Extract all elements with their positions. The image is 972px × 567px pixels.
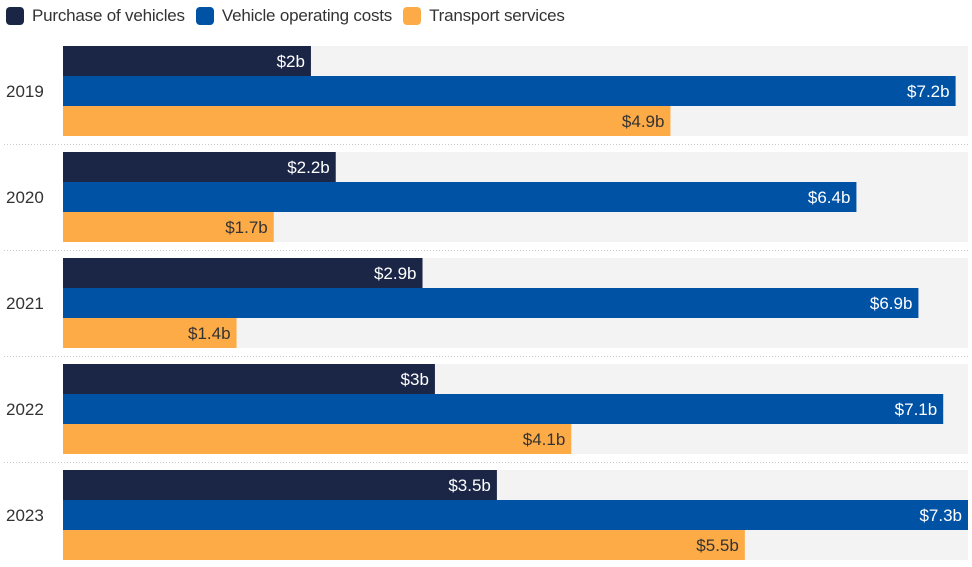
bar[interactable]: [63, 364, 435, 394]
data-label: $7.2b: [907, 82, 950, 101]
category-label: 2022: [6, 400, 44, 419]
legend-item-transport-services[interactable]: Transport services: [403, 6, 565, 26]
data-label: $2.9b: [374, 264, 417, 283]
data-label: $4.9b: [622, 112, 665, 131]
legend-label: Vehicle operating costs: [221, 6, 393, 25]
data-label: $3b: [401, 370, 429, 389]
legend-swatch: [195, 7, 214, 25]
category-label: 2021: [6, 294, 44, 313]
legend-label: Purchase of vehicles: [32, 6, 185, 25]
data-label: $3.5b: [448, 476, 491, 495]
data-label: $6.9b: [870, 294, 913, 313]
bar[interactable]: [63, 394, 944, 424]
legend-swatch: [403, 7, 422, 25]
data-label: $1.7b: [225, 218, 268, 237]
legend-swatch: [6, 7, 24, 25]
data-label: $7.1b: [895, 400, 938, 419]
bar[interactable]: [63, 258, 423, 288]
bar[interactable]: [63, 76, 956, 106]
data-label: $4.1b: [523, 430, 566, 449]
bar[interactable]: [63, 106, 671, 136]
bar[interactable]: [63, 424, 572, 454]
bar[interactable]: [63, 46, 311, 76]
category-label: 2020: [6, 188, 44, 207]
data-label: $5.5b: [696, 536, 739, 555]
bar[interactable]: [63, 318, 237, 348]
data-label: $1.4b: [188, 324, 231, 343]
data-label: $2b: [277, 52, 305, 71]
bar[interactable]: [63, 288, 919, 318]
chart-legend: Purchase of vehicles Vehicle operating c…: [6, 4, 576, 28]
bar[interactable]: [63, 500, 968, 530]
data-label: $2.2b: [287, 158, 330, 177]
legend-item-purchase-of-vehicles[interactable]: Purchase of vehicles: [6, 6, 185, 26]
data-label: $6.4b: [808, 188, 851, 207]
bar[interactable]: [63, 212, 274, 242]
bar[interactable]: [63, 182, 857, 212]
category-label: 2023: [6, 506, 44, 525]
data-label: $7.3b: [919, 506, 962, 525]
bar[interactable]: [63, 152, 336, 182]
legend-label: Transport services: [429, 6, 565, 25]
bar[interactable]: [63, 470, 497, 500]
category-label: 2019: [6, 82, 44, 101]
bar[interactable]: [63, 530, 745, 560]
legend-item-vehicle-operating-costs[interactable]: Vehicle operating costs: [195, 6, 393, 26]
